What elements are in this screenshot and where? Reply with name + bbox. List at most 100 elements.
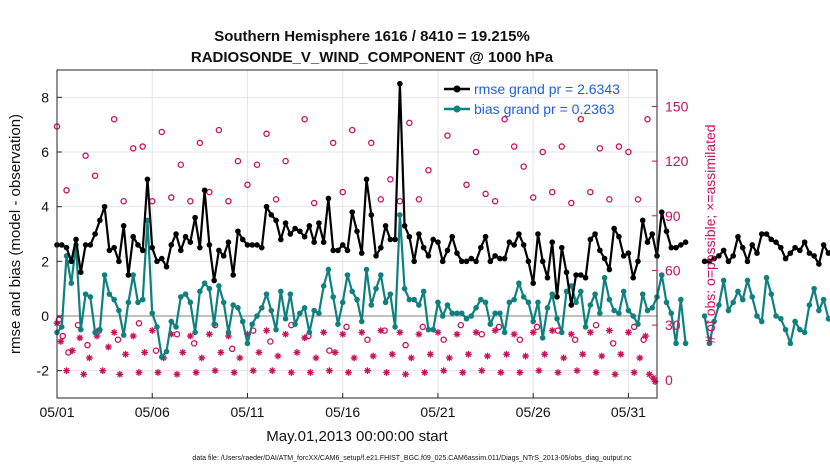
series-lines <box>54 80 830 360</box>
rmse-point <box>130 233 136 240</box>
obs-possible-marker <box>609 340 617 347</box>
rmse-point <box>263 203 270 210</box>
bias-point <box>554 315 560 322</box>
obs-assimilated-marker <box>205 330 213 338</box>
rmse-point <box>620 253 627 259</box>
obs-possible-marker <box>253 161 261 169</box>
rmse-point <box>758 231 765 237</box>
bias-point <box>706 340 713 347</box>
rmse-point <box>706 258 713 265</box>
obs-assimilated-stroke <box>402 371 409 378</box>
rmse-point <box>287 231 294 237</box>
obs-possible-marker <box>158 128 166 136</box>
rmse-point <box>349 209 356 215</box>
obs-assimilated-stroke <box>511 331 517 338</box>
obs-possible-marker <box>402 341 409 349</box>
bias-point <box>611 307 617 314</box>
bias-point <box>487 321 494 328</box>
rmse-point <box>749 242 756 248</box>
obs-assimilated-stroke <box>136 369 142 376</box>
rmse-point <box>592 231 598 237</box>
bias-point <box>725 307 732 314</box>
obs-assimilated-marker <box>598 352 606 360</box>
rmse-point <box>558 244 565 251</box>
obs-assimilated-stroke <box>111 329 117 336</box>
obs-possible-marker <box>215 126 223 134</box>
rmse-point <box>187 239 194 245</box>
rmse-point <box>554 294 560 300</box>
obs-assimilated-marker <box>426 350 434 358</box>
obs-assimilated-stroke <box>122 351 129 358</box>
bias-point <box>511 296 517 303</box>
rmse-point <box>235 228 241 235</box>
rmse-point <box>535 231 541 237</box>
obs-assimilated-marker <box>186 332 194 340</box>
x-tick-label: 05/31 <box>611 404 646 420</box>
rmse-point <box>754 250 760 256</box>
obs-assimilated-stroke <box>617 351 624 358</box>
obs-assimilated-stroke <box>117 371 123 378</box>
obs-assimilated-marker <box>148 327 156 334</box>
bias-point <box>492 310 498 317</box>
bias-point <box>473 305 479 311</box>
rmse-point <box>816 261 822 267</box>
obs-possible-marker <box>120 197 127 205</box>
bias-point <box>273 326 279 333</box>
obs-possible-marker <box>135 320 143 327</box>
bias-point <box>135 299 141 306</box>
obs-assimilated-stroke <box>421 369 428 376</box>
obs-possible-marker <box>577 115 585 123</box>
obs-assimilated-stroke <box>358 329 365 336</box>
obs-possible-marker <box>168 194 175 201</box>
obs-assimilated-stroke <box>536 367 542 374</box>
bias-point <box>97 326 103 333</box>
bias-point <box>516 280 522 287</box>
obs-possible-marker <box>615 143 623 150</box>
obs-assimilated-marker <box>445 354 453 362</box>
bias-point <box>244 340 251 347</box>
obs-assimilated-marker <box>68 347 76 355</box>
bias-point <box>549 291 556 297</box>
obs-assimilated-marker <box>465 350 472 358</box>
rmse-point <box>544 274 551 281</box>
x-tick-label: 05/26 <box>516 404 551 420</box>
bias-point <box>206 285 213 292</box>
rmse-point <box>530 280 536 287</box>
bias-point <box>439 313 446 319</box>
rmse-point <box>401 223 408 229</box>
rmse-point <box>492 253 498 259</box>
obs-possible-marker <box>301 115 308 123</box>
y-right-tick-label: 60 <box>665 262 681 278</box>
bias-point <box>558 329 565 336</box>
obs-assimilated-stroke <box>351 355 357 361</box>
rmse-point <box>192 214 198 221</box>
bias-point <box>382 299 389 306</box>
obs-assimilated-marker <box>230 369 238 376</box>
rmse-point <box>739 244 746 251</box>
obs-assimilated-marker <box>198 354 206 362</box>
rmse-point <box>430 236 436 243</box>
bias-point <box>749 294 756 300</box>
obs-assimilated-stroke <box>568 331 575 338</box>
obs-possible-marker <box>228 345 236 353</box>
obs-possible-marker <box>444 132 451 139</box>
bias-point <box>416 302 422 308</box>
x-axis-label: May.01,2013 00:00:00 start <box>266 428 448 445</box>
bias-point <box>601 274 608 281</box>
obs-assimilated-stroke <box>574 367 580 374</box>
obs-assimilated-stroke <box>364 367 371 374</box>
obs-possible-marker <box>425 166 432 174</box>
bias-point <box>358 318 365 325</box>
obs-assimilated-stroke <box>275 353 281 359</box>
bias-point <box>720 277 727 284</box>
plot-border <box>56 69 658 399</box>
bias-point <box>658 272 665 278</box>
bias-point <box>435 299 441 306</box>
obs-assimilated-marker <box>105 343 112 351</box>
rmse-point <box>211 277 217 284</box>
obs-assimilated-stroke <box>389 351 396 358</box>
bias-point <box>401 285 408 292</box>
obs-assimilated-stroke <box>549 327 556 334</box>
obs-assimilated-stroke <box>637 355 643 361</box>
